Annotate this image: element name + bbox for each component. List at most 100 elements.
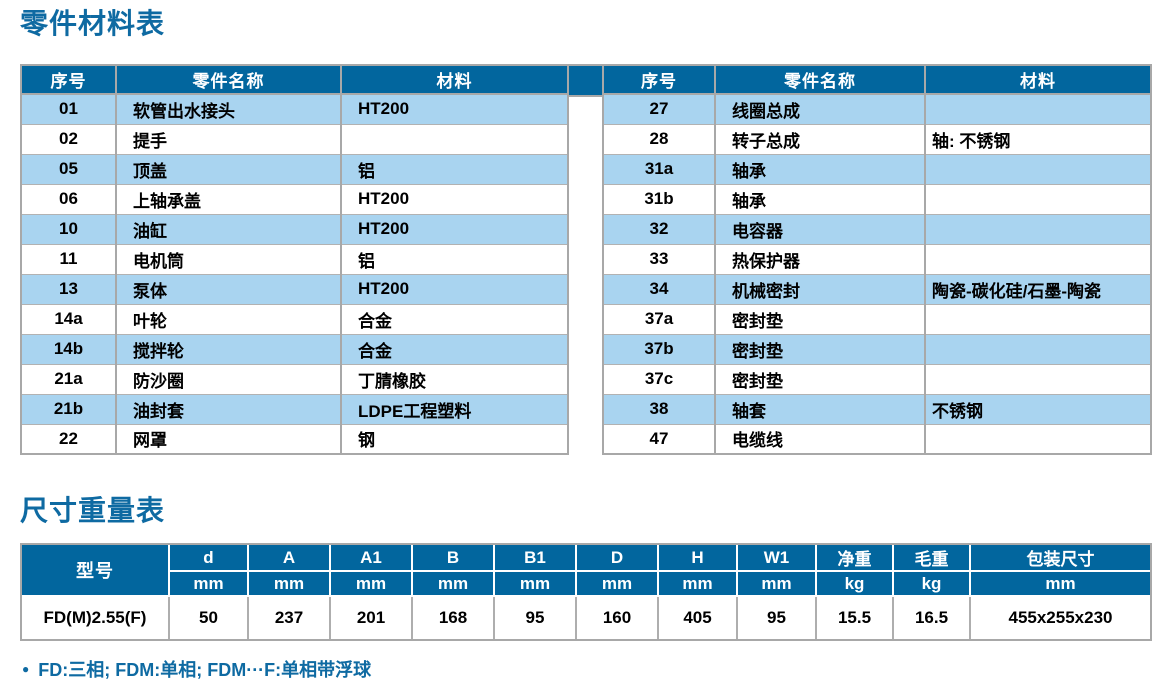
part-name: 轴承: [714, 183, 926, 215]
table-gap-column: [569, 64, 602, 97]
dims-col-label: H: [659, 545, 738, 572]
part-name: 油缸: [115, 213, 342, 245]
part-name: 软管出水接头: [115, 93, 342, 125]
dims-value-cell: 95: [495, 597, 577, 639]
dims-value-cell: 16.5: [894, 597, 971, 639]
part-no: 14b: [20, 333, 117, 365]
part-material: HT200: [340, 93, 569, 125]
part-no: 33: [602, 243, 716, 275]
part-no: 32: [602, 213, 716, 245]
table-row: 05 顶盖 铝: [20, 153, 569, 185]
part-material: [924, 213, 1152, 245]
part-name: 上轴承盖: [115, 183, 342, 215]
part-material: 铝: [340, 243, 569, 275]
header-no: 序号: [20, 64, 117, 95]
model-cell: FD(M)2.55(F): [22, 597, 170, 639]
table-row: 21a 防沙圈 丁腈橡胶: [20, 363, 569, 395]
dims-value-cell: 160: [577, 597, 659, 639]
dims-col-label: A: [249, 545, 331, 572]
dims-unit-row: mm mm mm mm mm mm mm mm kg kg: [22, 572, 1150, 597]
header-model: 型号: [22, 545, 170, 597]
part-no: 47: [602, 423, 716, 455]
part-material: [924, 303, 1152, 335]
part-material: [924, 153, 1152, 185]
part-name: 线圈总成: [714, 93, 926, 125]
part-material: 不锈钢: [924, 393, 1152, 425]
dims-value-cell: 201: [331, 597, 413, 639]
part-material: HT200: [340, 213, 569, 245]
table-row: 38 轴套 不锈钢: [602, 393, 1152, 425]
table-row: 28 转子总成 轴: 不锈钢: [602, 123, 1152, 155]
dims-col-unit: kg: [817, 572, 894, 597]
dims-col-label: A1: [331, 545, 413, 572]
part-no: 11: [20, 243, 117, 275]
header-part-name: 零件名称: [714, 64, 926, 95]
table-row: 33 热保护器: [602, 243, 1152, 275]
part-name: 密封垫: [714, 363, 926, 395]
part-name: 密封垫: [714, 303, 926, 335]
part-material: 轴: 不锈钢: [924, 123, 1152, 155]
part-no: 31b: [602, 183, 716, 215]
dims-col-label: 净重: [817, 545, 894, 572]
part-material: 陶瓷-碳化硅/石墨-陶瓷: [924, 273, 1152, 305]
part-name: 提手: [115, 123, 342, 155]
dims-col-unit: mm: [971, 572, 1150, 597]
part-name: 电机筒: [115, 243, 342, 275]
part-material: 合金: [340, 333, 569, 365]
part-name: 机械密封: [714, 273, 926, 305]
dims-col-unit: mm: [659, 572, 738, 597]
table-row: 02 提手: [20, 123, 569, 155]
table-row: 37b 密封垫: [602, 333, 1152, 365]
dims-col-label: 毛重: [894, 545, 971, 572]
dims-col-label: B1: [495, 545, 577, 572]
part-no: 34: [602, 273, 716, 305]
part-material: LDPE工程塑料: [340, 393, 569, 425]
table-row: 14a 叶轮 合金: [20, 303, 569, 335]
part-no: 14a: [20, 303, 117, 335]
parts-right-header-row: 序号 零件名称 材料: [602, 64, 1152, 95]
part-material: [924, 363, 1152, 395]
part-name: 轴承: [714, 153, 926, 185]
table-row: 06 上轴承盖 HT200: [20, 183, 569, 215]
table-row: 37c 密封垫: [602, 363, 1152, 395]
part-no: 37c: [602, 363, 716, 395]
table-row: 34 机械密封 陶瓷-碳化硅/石墨-陶瓷: [602, 273, 1152, 305]
table-row: 13 泵体 HT200: [20, 273, 569, 305]
header-material: 材料: [340, 64, 569, 95]
dims-value-cell: 168: [413, 597, 495, 639]
dims-value-cell: 405: [659, 597, 738, 639]
table-row: 27 线圈总成: [602, 93, 1152, 125]
part-material: [924, 183, 1152, 215]
bullet-icon: ●: [22, 662, 30, 676]
dims-col-unit: mm: [577, 572, 659, 597]
footnote-text: FD:三相; FDM:单相; FDM···F:单相带浮球: [38, 660, 372, 680]
part-no: 13: [20, 273, 117, 305]
dims-col-unit: mm: [170, 572, 249, 597]
dimensions-weight-table: 型号 d A A1 B B1 D H W1: [20, 543, 1152, 641]
part-no: 37a: [602, 303, 716, 335]
part-no: 02: [20, 123, 117, 155]
table-row: 10 油缸 HT200: [20, 213, 569, 245]
part-no: 06: [20, 183, 117, 215]
part-material: [924, 423, 1152, 455]
dims-col-label: W1: [738, 545, 817, 572]
dims-value-cell: 50: [170, 597, 249, 639]
part-no: 21a: [20, 363, 117, 395]
part-name: 叶轮: [115, 303, 342, 335]
part-material: 合金: [340, 303, 569, 335]
part-no: 21b: [20, 393, 117, 425]
part-name: 顶盖: [115, 153, 342, 185]
part-name: 密封垫: [714, 333, 926, 365]
part-no: 01: [20, 93, 117, 125]
part-no: 10: [20, 213, 117, 245]
table-row: 37a 密封垫: [602, 303, 1152, 335]
part-name: 轴套: [714, 393, 926, 425]
table-row: 32 电容器: [602, 213, 1152, 245]
dims-label-row: 型号 d A A1 B B1 D H W1: [22, 545, 1150, 597]
parts-table-right: 序号 零件名称 材料 27 线圈总成 28 转子总成: [602, 64, 1152, 455]
dims-col-unit: mm: [738, 572, 817, 597]
part-material: HT200: [340, 273, 569, 305]
part-name: 电容器: [714, 213, 926, 245]
table-row: 01 软管出水接头 HT200: [20, 93, 569, 125]
